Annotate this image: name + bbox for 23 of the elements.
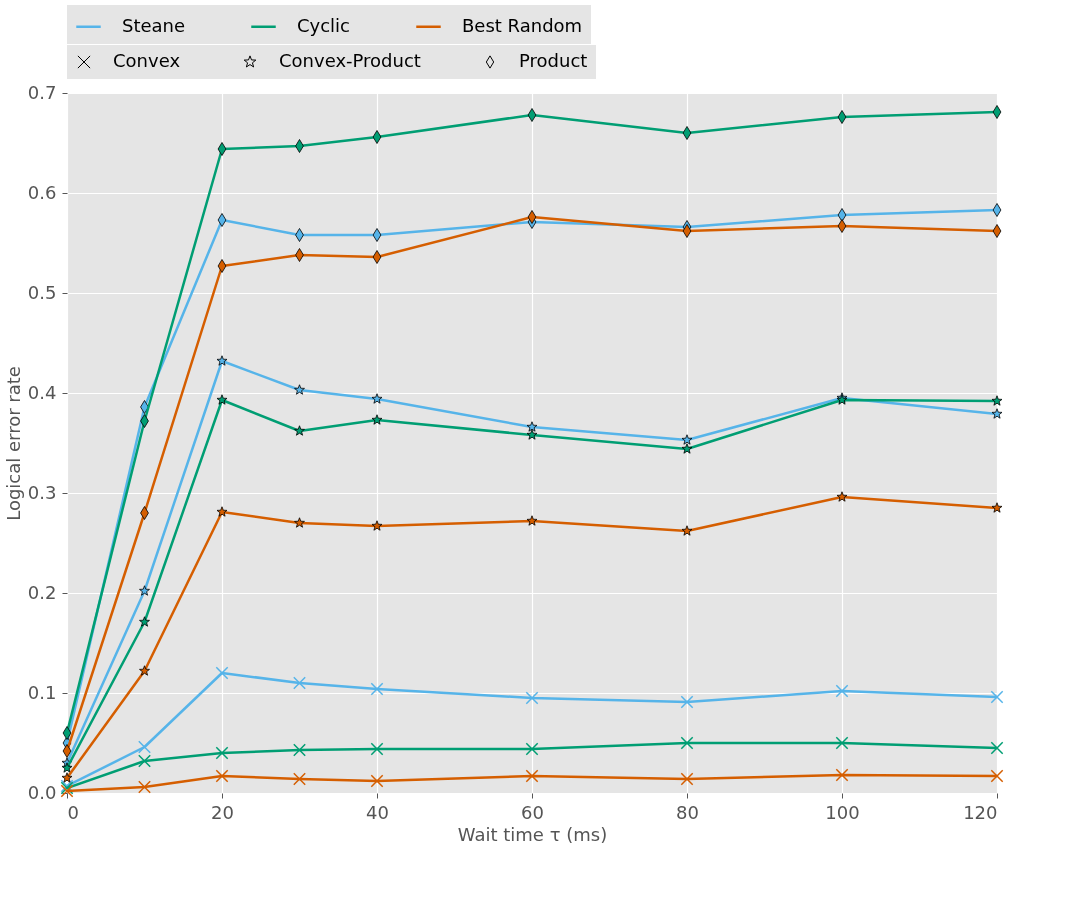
- y-tick-label: 0.5: [27, 281, 57, 303]
- legend-label: Best Random: [462, 14, 583, 36]
- y-axis-title: Logical error rate: [2, 366, 24, 521]
- y-tick-label: 0.6: [27, 181, 57, 203]
- x-tick-label: 20: [211, 801, 234, 823]
- text: Product: [519, 50, 588, 71]
- y-tick-label: 0.2: [27, 581, 57, 603]
- x-tick-label: 120: [963, 801, 998, 823]
- text: Convex: [113, 50, 181, 71]
- legend-label: Steane: [122, 14, 186, 36]
- x-tick-label: 100: [825, 801, 860, 823]
- x-tick-label: 80: [676, 801, 699, 823]
- y-tick-label: 0.3: [27, 481, 57, 503]
- x-tick-label: 40: [366, 801, 389, 823]
- x-axis-title: Wait time τ (ms): [457, 823, 608, 845]
- y-tick-label: 0.1: [27, 681, 57, 703]
- y-tick-label: 0.0: [27, 781, 57, 803]
- x-tick-label: 0: [67, 801, 79, 823]
- y-tick-label: 0.7: [27, 81, 57, 103]
- y-tick-label: 0.4: [27, 381, 57, 403]
- x-tick-label: 60: [521, 801, 544, 823]
- text: Convex-Product: [279, 50, 421, 71]
- legend-label: Cyclic: [297, 14, 351, 36]
